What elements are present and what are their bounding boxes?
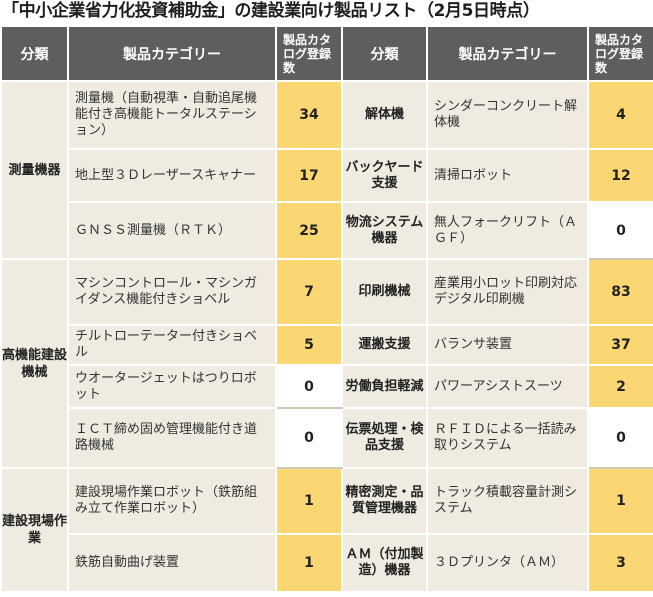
table-header-row: 分類 製品カテゴリー 製品カタログ登録数 分類 製品カテゴリー 製品カタログ登録… — [0, 25, 653, 82]
catalog-count-right: 1 — [587, 467, 653, 535]
catalog-count-right: 0 — [587, 407, 653, 469]
table-row: チルトローテーター付きショベル 5 運搬支援 バランサ装置 37 — [1, 324, 653, 366]
product-name-right: 無人フォークリフト（ＡＧＦ） — [426, 201, 589, 260]
catalog-count-right: 12 — [587, 148, 653, 203]
category-right: 伝票処理・検品支援 — [341, 407, 428, 469]
header-category-right: 分類 — [341, 25, 428, 82]
category-right: 解体機 — [341, 80, 428, 150]
category-right: 印刷機械 — [341, 258, 428, 326]
catalog-count-left: 17 — [275, 148, 343, 203]
category-right: 精密測定・品質管理機器 — [341, 467, 428, 535]
header-product-right: 製品カテゴリー — [426, 25, 589, 82]
product-name-left: マシンコントロール・マシンガイダンス機能付きショベル — [67, 258, 277, 326]
group-category-left: 高機能建設機械 — [0, 258, 69, 469]
catalog-count-right: 37 — [587, 324, 653, 366]
product-name-right: 産業用小ロット印刷対応デジタル印刷機 — [426, 258, 589, 326]
product-table: 分類 製品カテゴリー 製品カタログ登録数 分類 製品カテゴリー 製品カタログ登録… — [0, 25, 653, 593]
group-category-left: 建設現場作業 — [0, 467, 69, 593]
category-right: ＡＭ（付加製造）機器 — [341, 533, 428, 593]
catalog-count-left: 25 — [275, 201, 343, 260]
table-row: 高機能建設機械 マシンコントロール・マシンガイダンス機能付きショベル 7 印刷機… — [0, 258, 653, 469]
header-count-left: 製品カタログ登録数 — [275, 25, 343, 82]
catalog-count-left: 0 — [275, 364, 343, 409]
document-title: 「中小企業省力化投資補助金」の建設業向け製品リスト（2月5日時点） — [2, 1, 540, 21]
table-row: ウオータージェットはつりロボット 0 労働負担軽減 パワーアシストスーツ 2 — [1, 364, 653, 409]
product-name-right: バランサ装置 — [426, 324, 589, 366]
catalog-count-left: 0 — [275, 407, 343, 469]
catalog-count-right: 3 — [587, 533, 653, 593]
group-category-left: 測量機器 — [0, 80, 69, 260]
product-name-left: 鉄筋自動曲げ装置 — [67, 533, 277, 593]
table-row: 建設現場作業 建設現場作業ロボット（鉄筋組み立て作業ロボット） 1 精密測定・品… — [0, 467, 653, 593]
header-count-right: 製品カタログ登録数 — [587, 25, 653, 82]
catalog-count-left: 5 — [275, 324, 343, 366]
table-row: ＧＮＳＳ測量機（ＲＴＫ） 25 物流システム機器 無人フォークリフト（ＡＧＦ） … — [1, 201, 653, 260]
product-name-right: 清掃ロボット — [426, 148, 589, 203]
catalog-count-left: 1 — [275, 533, 343, 593]
table-row: 測量機器 測量機（自動視準・自動追尾機能付き高機能トータルステーション） 34 … — [0, 80, 653, 260]
header-category-left: 分類 — [0, 25, 69, 82]
catalog-count-right: 2 — [587, 364, 653, 409]
catalog-count-right: 83 — [587, 258, 653, 326]
category-right: 運搬支援 — [341, 324, 428, 366]
product-name-right: ３Ｄプリンタ（ＡＭ） — [426, 533, 589, 593]
product-name-left: ウオータージェットはつりロボット — [67, 364, 277, 409]
product-name-left: ＩＣＴ締め固め管理機能付き道路機械 — [67, 407, 277, 469]
product-name-left: チルトローテーター付きショベル — [67, 324, 277, 366]
product-name-right: ＲＦＩＤによる一括読み取りシステム — [426, 407, 589, 469]
catalog-count-left: 1 — [275, 467, 343, 535]
table-row: ＩＣＴ締め固め管理機能付き道路機械 0 伝票処理・検品支援 ＲＦＩＤによる一括読… — [1, 407, 653, 469]
product-name-right: トラック積載容量計測システム — [426, 467, 589, 535]
catalog-count-right: 0 — [587, 201, 653, 260]
table-row: 鉄筋自動曲げ装置 1 ＡＭ（付加製造）機器 ３Ｄプリンタ（ＡＭ） 3 — [1, 533, 653, 593]
product-name-left: ＧＮＳＳ測量機（ＲＴＫ） — [67, 201, 277, 260]
product-name-right: シンダーコンクリート解体機 — [426, 80, 589, 150]
product-name-right: パワーアシストスーツ — [426, 364, 589, 409]
category-right: 労働負担軽減 — [341, 364, 428, 409]
catalog-count-right: 4 — [587, 80, 653, 150]
table-row: 地上型３Ｄレーザースキャナー 17 バックヤード支援 清掃ロボット 12 — [1, 148, 653, 203]
product-name-left: 地上型３Ｄレーザースキャナー — [67, 148, 277, 203]
category-right: バックヤード支援 — [341, 148, 428, 203]
category-right: 物流システム機器 — [341, 201, 428, 260]
catalog-count-left: 7 — [275, 258, 343, 326]
catalog-count-left: 34 — [275, 80, 343, 150]
product-name-left: 測量機（自動視準・自動追尾機能付き高機能トータルステーション） — [67, 80, 277, 150]
product-name-left: 建設現場作業ロボット（鉄筋組み立て作業ロボット） — [67, 467, 277, 535]
header-product-left: 製品カテゴリー — [67, 25, 277, 82]
